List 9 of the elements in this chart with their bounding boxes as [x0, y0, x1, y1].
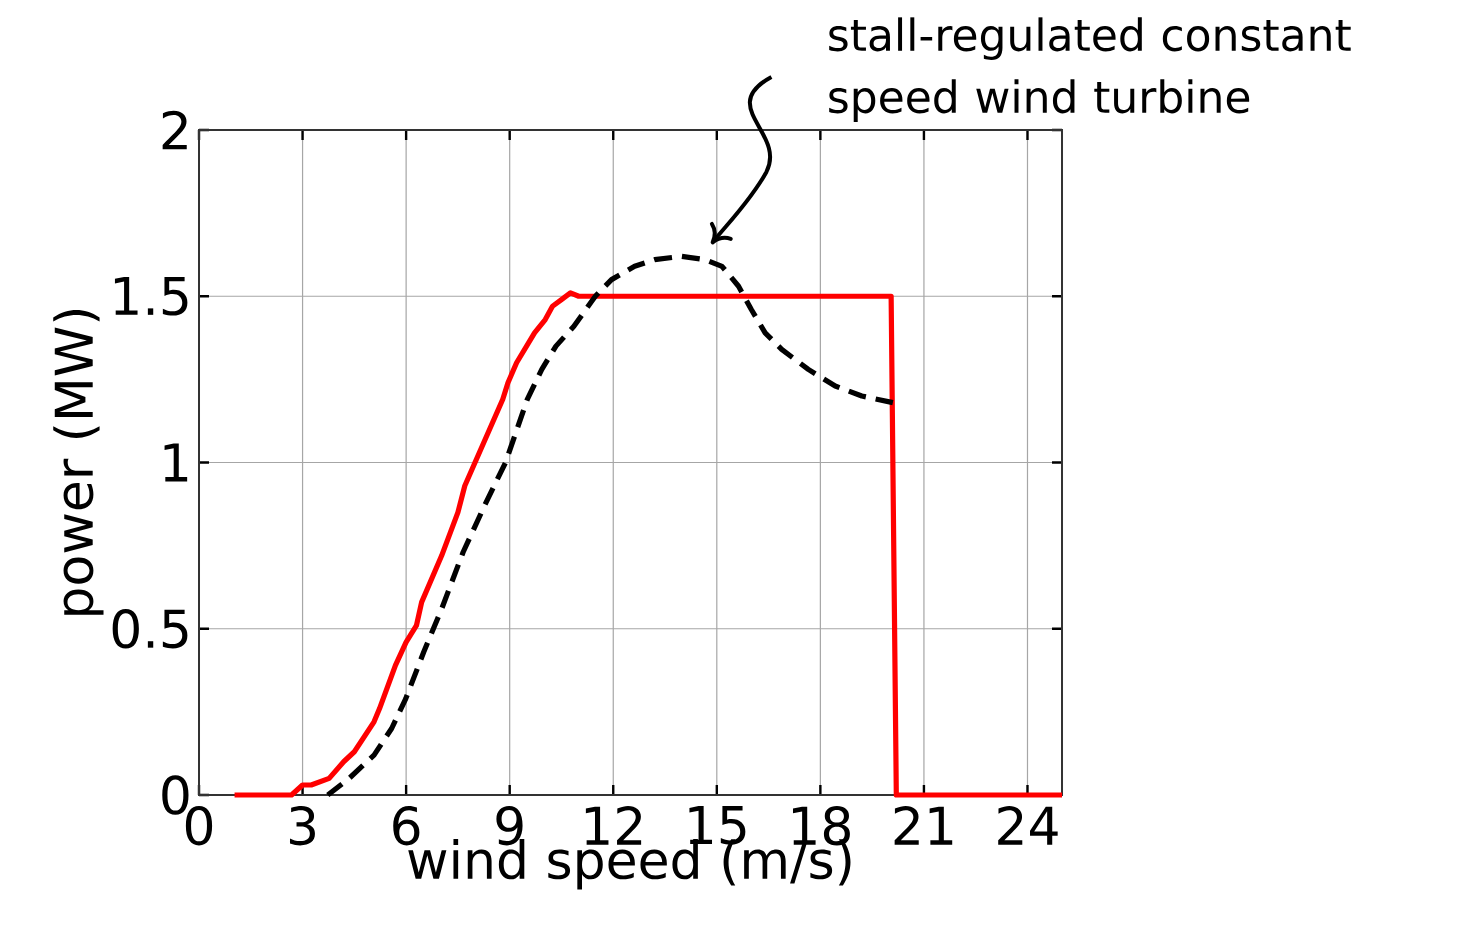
x-tick-label: 3 [289, 806, 315, 846]
y-axis-title: power (MW) [53, 309, 104, 615]
y-tick-label: 0.5 [112, 609, 188, 649]
text: stall-regulated constant speed wind turbine [829, 17, 1351, 122]
x-tick-label: 24 [998, 806, 1058, 845]
x-tick-label: 21 [894, 806, 953, 845]
y-tick-label: 1.5 [114, 276, 188, 316]
y-tick-label: 2 [162, 110, 187, 150]
y-tick-label: 1 [164, 443, 188, 482]
